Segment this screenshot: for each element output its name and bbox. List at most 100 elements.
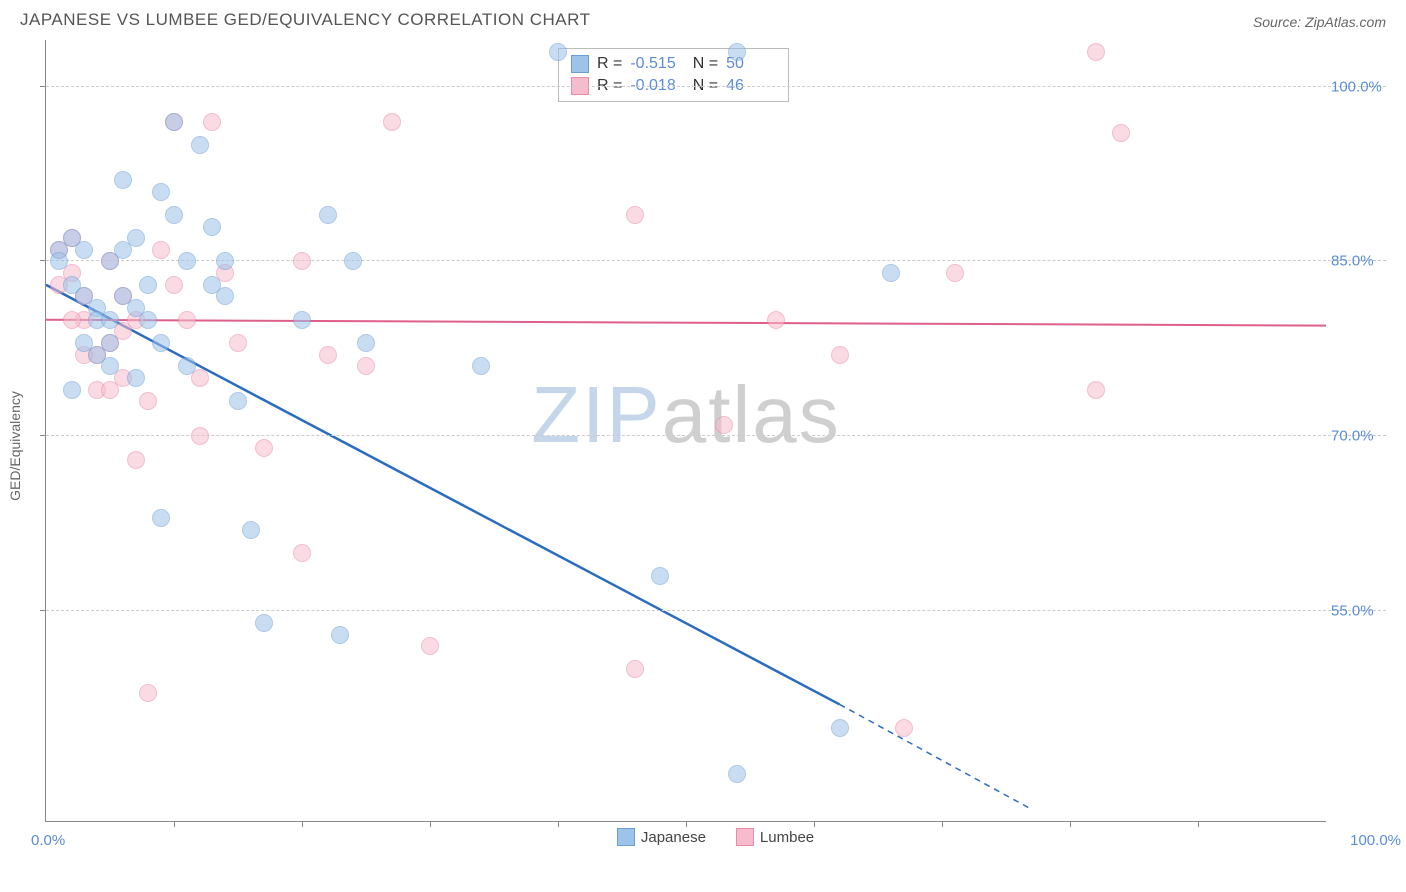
gridline: [46, 86, 1386, 87]
data-point: [383, 113, 401, 131]
data-point: [331, 626, 349, 644]
data-point: [165, 276, 183, 294]
legend-label: Japanese: [641, 829, 706, 846]
data-point: [728, 43, 746, 61]
data-point: [293, 544, 311, 562]
stat-row: R = -0.515 N = 50: [571, 53, 776, 75]
data-point: [651, 567, 669, 585]
legend-item: Japanese: [617, 828, 706, 846]
x-tick: [1070, 821, 1071, 827]
y-tick-label: 55.0%: [1331, 603, 1381, 620]
data-point: [114, 287, 132, 305]
data-point: [715, 416, 733, 434]
data-point: [63, 381, 81, 399]
chart-title: JAPANESE VS LUMBEE GED/EQUIVALENCY CORRE…: [20, 10, 590, 30]
data-point: [139, 392, 157, 410]
data-point: [203, 276, 221, 294]
legend-label: Lumbee: [760, 829, 814, 846]
data-point: [50, 252, 68, 270]
chart-area: ZIPatlas R = -0.515 N = 50 R = -0.018 N …: [45, 40, 1386, 852]
series-swatch: [571, 55, 589, 73]
data-point: [728, 765, 746, 783]
chart-source: Source: ZipAtlas.com: [1253, 14, 1386, 30]
y-tick-label: 100.0%: [1331, 78, 1381, 95]
data-point: [191, 136, 209, 154]
data-point: [75, 241, 93, 259]
data-point: [1087, 381, 1105, 399]
x-tick: [686, 821, 687, 827]
x-tick: [942, 821, 943, 827]
data-point: [139, 311, 157, 329]
data-point: [152, 241, 170, 259]
legend-swatch: [736, 828, 754, 846]
data-point: [421, 637, 439, 655]
data-point: [293, 311, 311, 329]
data-point: [165, 113, 183, 131]
legend: Japanese Lumbee: [45, 828, 1386, 846]
correlation-stats-box: R = -0.515 N = 50 R = -0.018 N = 46: [558, 48, 789, 102]
data-point: [255, 614, 273, 632]
r-label: R =: [597, 55, 622, 73]
data-point: [152, 509, 170, 527]
r-value: -0.515: [630, 55, 680, 73]
data-point: [831, 719, 849, 737]
data-point: [229, 392, 247, 410]
n-label: N =: [688, 55, 718, 73]
y-tick: [40, 86, 46, 87]
data-point: [101, 381, 119, 399]
data-point: [139, 684, 157, 702]
data-point: [357, 334, 375, 352]
y-axis-label: GED/Equivalency: [7, 391, 23, 501]
data-point: [946, 264, 964, 282]
data-point: [63, 311, 81, 329]
data-point: [101, 357, 119, 375]
data-point: [127, 451, 145, 469]
chart-header: JAPANESE VS LUMBEE GED/EQUIVALENCY CORRE…: [0, 0, 1406, 30]
data-point: [357, 357, 375, 375]
data-point: [293, 252, 311, 270]
data-point: [114, 171, 132, 189]
data-point: [127, 229, 145, 247]
x-tick: [302, 821, 303, 827]
data-point: [344, 252, 362, 270]
data-point: [242, 521, 260, 539]
gridline: [46, 610, 1386, 611]
data-point: [127, 369, 145, 387]
data-point: [152, 183, 170, 201]
y-tick: [40, 610, 46, 611]
data-point: [139, 276, 157, 294]
x-tick: [430, 821, 431, 827]
data-point: [895, 719, 913, 737]
x-tick: [814, 821, 815, 827]
watermark: ZIPatlas: [531, 369, 840, 461]
data-point: [216, 252, 234, 270]
data-point: [767, 311, 785, 329]
x-tick: [174, 821, 175, 827]
x-tick: [1198, 821, 1199, 827]
data-point: [255, 439, 273, 457]
data-point: [549, 43, 567, 61]
y-tick: [40, 435, 46, 436]
data-point: [101, 311, 119, 329]
trend-lines: [46, 40, 1326, 821]
y-tick: [40, 260, 46, 261]
data-point: [831, 346, 849, 364]
data-point: [319, 346, 337, 364]
data-point: [626, 660, 644, 678]
gridline: [46, 260, 1386, 261]
data-point: [229, 334, 247, 352]
data-point: [75, 334, 93, 352]
data-point: [1087, 43, 1105, 61]
legend-swatch: [617, 828, 635, 846]
x-tick: [558, 821, 559, 827]
plot-region: ZIPatlas R = -0.515 N = 50 R = -0.018 N …: [45, 40, 1326, 822]
data-point: [203, 218, 221, 236]
data-point: [191, 427, 209, 445]
data-point: [178, 311, 196, 329]
legend-item: Lumbee: [736, 828, 814, 846]
data-point: [165, 206, 183, 224]
data-point: [626, 206, 644, 224]
data-point: [152, 334, 170, 352]
data-point: [319, 206, 337, 224]
data-point: [178, 357, 196, 375]
